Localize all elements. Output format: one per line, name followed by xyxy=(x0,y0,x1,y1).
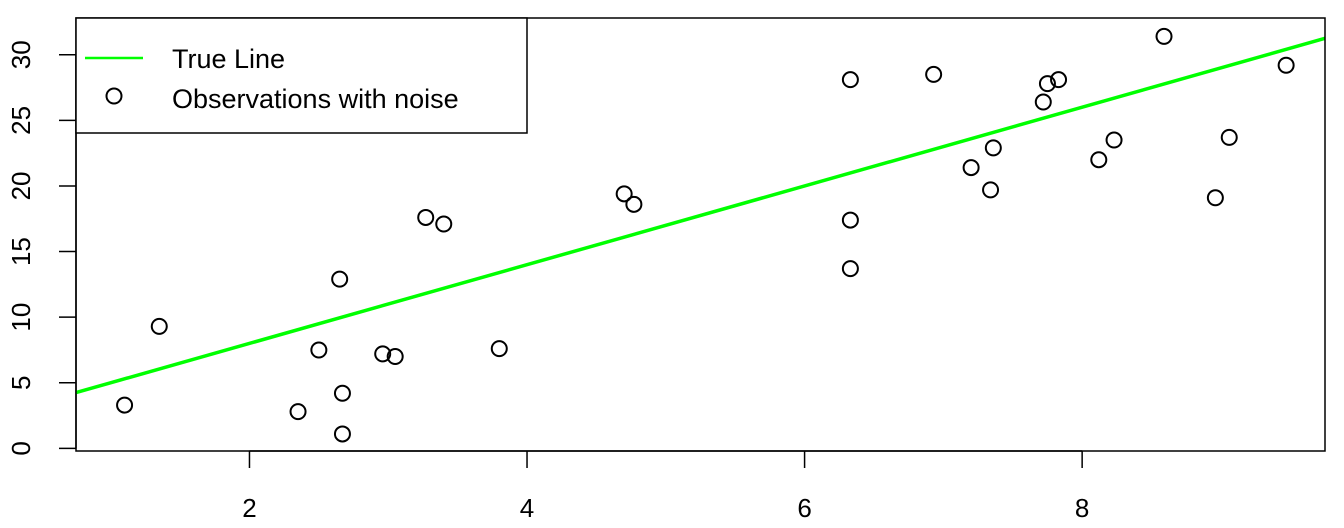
observation-point xyxy=(1155,27,1173,45)
observation-point xyxy=(1105,131,1123,149)
observation-point xyxy=(331,270,349,288)
legend-box xyxy=(75,17,528,134)
observation-point xyxy=(841,211,859,229)
observation-point xyxy=(435,215,453,233)
x-tick-label: 2 xyxy=(242,493,256,523)
observation-point xyxy=(116,396,134,414)
plot-frame xyxy=(75,17,1326,452)
y-tick-label: 30 xyxy=(6,40,36,69)
y-tick-label: 0 xyxy=(6,441,36,455)
y-tick-label: 20 xyxy=(6,171,36,200)
y-tick-label: 15 xyxy=(6,237,36,266)
legend-point-swatch xyxy=(105,87,123,105)
legend-label-observations: Observations with noise xyxy=(172,84,459,114)
true-line-layer xyxy=(76,36,1325,395)
observation-point xyxy=(1050,71,1068,89)
observation-point xyxy=(374,345,392,363)
legend-label-true-line: True Line xyxy=(172,44,285,74)
true-line xyxy=(76,36,1325,395)
x-tick-label: 6 xyxy=(797,493,811,523)
observation-point xyxy=(1090,151,1108,169)
observation-point xyxy=(417,208,435,226)
observation-point xyxy=(150,317,168,335)
observation-point xyxy=(1206,189,1224,207)
observation-point xyxy=(1038,75,1056,93)
observation-point xyxy=(982,181,1000,199)
legend: True Line Observations with noise xyxy=(75,17,528,134)
observation-point xyxy=(1277,56,1295,74)
observation-point xyxy=(289,403,307,421)
y-tick-label: 10 xyxy=(6,303,36,332)
y-tick-label: 25 xyxy=(6,106,36,135)
x-tick-label: 8 xyxy=(1075,493,1089,523)
observation-point xyxy=(925,65,943,83)
y-axis: 0 5 10 15 20 25 30 xyxy=(6,40,77,456)
observation-point xyxy=(841,71,859,89)
observation-point xyxy=(962,159,980,177)
observation-point xyxy=(1220,128,1238,146)
observation-point xyxy=(984,139,1002,157)
observation-points xyxy=(116,27,1295,443)
observation-point xyxy=(333,384,351,402)
observation-point xyxy=(386,348,404,366)
observation-point xyxy=(490,340,508,358)
observation-point xyxy=(615,185,633,203)
observation-point xyxy=(841,260,859,278)
observation-point xyxy=(333,425,351,443)
x-axis: 2 4 6 8 xyxy=(242,450,1089,523)
observation-point xyxy=(310,341,328,359)
x-tick-label: 4 xyxy=(520,493,534,523)
y-tick-label: 5 xyxy=(6,376,36,390)
observation-point xyxy=(1034,93,1052,111)
observation-point xyxy=(625,195,643,213)
